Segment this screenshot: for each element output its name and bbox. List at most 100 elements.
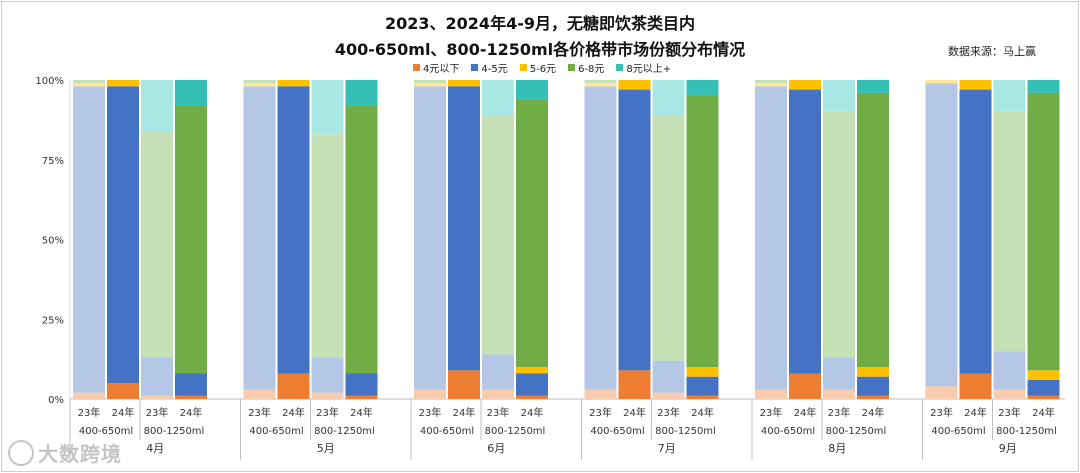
- bar-segment: [311, 357, 344, 393]
- size-group-label: 800-1250ml: [826, 426, 887, 437]
- month-label: 6月: [487, 442, 505, 455]
- legend-label: 4元以下: [423, 64, 460, 75]
- size-group-label: 800-1250ml: [144, 426, 205, 437]
- bar-segment: [1027, 92, 1060, 371]
- year-label: 24年: [794, 406, 817, 419]
- year-label: 23年: [828, 406, 851, 419]
- y-tick-label: 0%: [48, 395, 64, 406]
- legend-item: 8元以上+: [616, 60, 671, 75]
- size-group-label: 400-650ml: [590, 426, 644, 437]
- bar-segment: [755, 83, 787, 87]
- bar-segment: [823, 80, 855, 112]
- bar-segment: [345, 105, 378, 374]
- bar-segment: [686, 80, 719, 96]
- bar-segment: [448, 80, 480, 87]
- bar-segment: [107, 383, 139, 399]
- bar-segment: [789, 80, 821, 90]
- year-label: 24年: [112, 406, 135, 419]
- bar-segment: [652, 80, 685, 116]
- bar-segment: [959, 89, 992, 374]
- bar-segment: [141, 131, 173, 358]
- bar-segment: [1027, 379, 1060, 396]
- bar-segment: [73, 80, 105, 84]
- bar-segment: [482, 80, 514, 116]
- year-label: 23年: [487, 406, 510, 419]
- legend-label: 8元以上+: [626, 64, 672, 75]
- y-tick-label: 75%: [42, 156, 64, 167]
- size-group-label: 400-650ml: [79, 426, 133, 437]
- bar-segment: [345, 395, 378, 399]
- bar-segment: [277, 373, 310, 399]
- bar-segment: [993, 351, 1026, 390]
- bar-segment: [482, 115, 514, 355]
- year-label: 24年: [964, 406, 987, 419]
- bar-segment: [73, 86, 105, 393]
- bar-segment: [414, 86, 446, 390]
- bar-segment: [107, 80, 139, 87]
- bar-segment: [482, 389, 514, 399]
- year-label: 24年: [862, 406, 885, 419]
- bar-segment: [243, 80, 276, 84]
- month-label: 5月: [317, 442, 335, 455]
- bar-segment: [857, 367, 889, 377]
- bar-segment: [584, 80, 617, 84]
- bar-segment: [789, 373, 821, 399]
- bar-segment: [925, 83, 958, 387]
- year-label: 24年: [1032, 406, 1055, 419]
- legend-item: 5-6元: [519, 60, 557, 75]
- bar-segment: [993, 111, 1026, 352]
- bar-segment: [584, 86, 617, 390]
- legend-label: 4-5元: [481, 64, 508, 75]
- bar-segment: [243, 86, 276, 390]
- year-label: 23年: [589, 406, 612, 419]
- bar-segment: [652, 115, 685, 361]
- bar-segment: [857, 92, 889, 368]
- year-label: 24年: [282, 406, 305, 419]
- year-label: 24年: [180, 406, 203, 419]
- legend-label: 5-6元: [529, 64, 557, 75]
- bar-segment: [618, 370, 651, 399]
- legend-swatch: [568, 64, 576, 71]
- bar-segment: [584, 83, 617, 87]
- year-label: 23年: [248, 406, 271, 419]
- bar-segment: [823, 357, 855, 390]
- size-group-label: 400-650ml: [420, 426, 474, 437]
- year-label: 23年: [930, 406, 953, 419]
- month-label: 4月: [146, 442, 164, 455]
- bar-segment: [175, 105, 207, 374]
- month-label: 9月: [999, 442, 1017, 455]
- watermark: 大数跨境: [8, 438, 122, 467]
- bar-segment: [755, 86, 787, 390]
- legend-item: 4-5元: [471, 60, 508, 75]
- bar-segment: [789, 89, 821, 374]
- year-label: 23年: [760, 406, 783, 419]
- bar-segment: [516, 395, 548, 399]
- bar-segment: [311, 392, 344, 399]
- bar-segment: [414, 389, 446, 399]
- bar-segment: [823, 111, 855, 358]
- legend-item: 4元以下: [413, 60, 459, 75]
- year-label: 24年: [521, 406, 544, 419]
- bar-segment: [755, 80, 787, 84]
- size-group-label: 400-650ml: [249, 426, 303, 437]
- bar-segment: [141, 395, 173, 399]
- legend-swatch: [413, 64, 420, 71]
- bar-segment: [857, 376, 889, 396]
- bar-segment: [993, 80, 1026, 112]
- bar-segment: [243, 389, 276, 399]
- bar-segment: [516, 373, 548, 396]
- bar-segment: [175, 395, 207, 399]
- y-tick-label: 50%: [42, 236, 64, 247]
- bar-segment: [345, 80, 378, 106]
- bar-segment: [277, 80, 310, 87]
- bar-segment: [1027, 370, 1060, 380]
- size-group-label: 800-1250ml: [996, 426, 1057, 437]
- bar-segment: [73, 83, 105, 87]
- y-tick-label: 25%: [42, 315, 64, 326]
- bar-segment: [686, 376, 719, 396]
- size-group-label: 400-650ml: [761, 426, 815, 437]
- bar-segment: [959, 80, 992, 90]
- month-label: 8月: [828, 442, 846, 455]
- bar-segment: [516, 367, 548, 374]
